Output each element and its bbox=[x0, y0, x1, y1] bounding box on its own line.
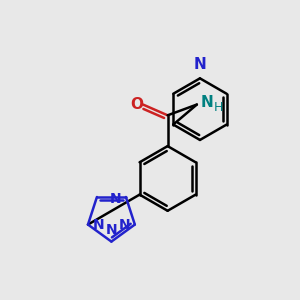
Text: N: N bbox=[110, 192, 121, 206]
Text: N: N bbox=[106, 223, 117, 237]
Text: H: H bbox=[214, 101, 223, 114]
Text: N: N bbox=[118, 218, 130, 232]
Text: N: N bbox=[194, 57, 206, 72]
Text: O: O bbox=[130, 97, 143, 112]
Text: N: N bbox=[93, 218, 104, 232]
Text: N: N bbox=[201, 95, 214, 110]
